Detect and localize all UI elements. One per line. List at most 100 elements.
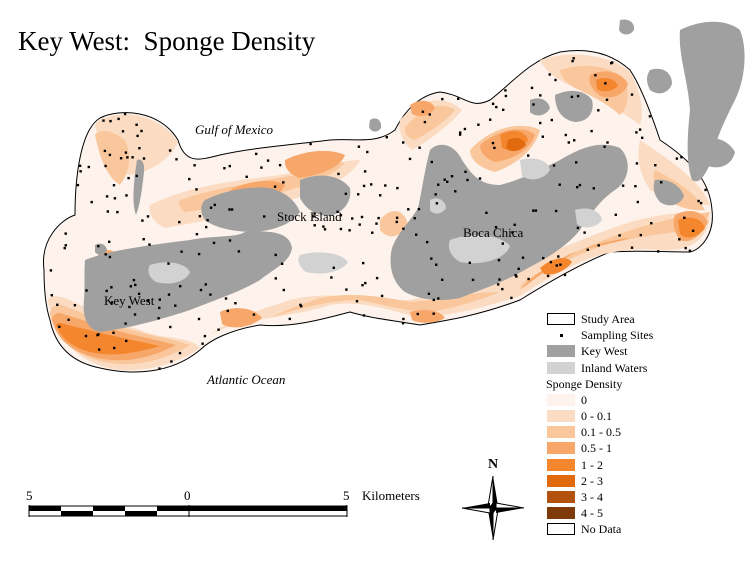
sampling-site xyxy=(142,157,146,160)
sampling-site xyxy=(230,208,234,211)
sampling-site xyxy=(109,119,112,123)
sampling-site xyxy=(174,304,177,307)
density-class-label: 0.5 - 1 xyxy=(581,441,612,456)
sampling-site xyxy=(178,351,182,355)
legend-density-class: 0 - 0.1 xyxy=(547,408,653,424)
sampling-site xyxy=(576,226,580,230)
sampling-site xyxy=(514,273,517,277)
sampling-site xyxy=(521,256,525,259)
sampling-site xyxy=(141,219,144,222)
sampling-site xyxy=(105,289,108,293)
sampling-site xyxy=(98,348,101,351)
sampling-site xyxy=(50,294,53,297)
legend-heading: Sponge Density xyxy=(546,376,623,391)
sampling-site xyxy=(134,283,137,287)
sampling-site xyxy=(64,232,67,235)
density-class-label: 0 xyxy=(581,392,587,407)
sampling-site xyxy=(426,240,429,244)
sampling-site xyxy=(339,214,343,217)
sampling-site xyxy=(330,276,333,279)
sampling-site xyxy=(489,118,492,121)
density-swatch xyxy=(547,442,575,455)
scale-unit-label: Kilometers xyxy=(362,488,420,503)
sampling-site xyxy=(408,157,412,161)
legend-inland-waters: Inland Waters xyxy=(547,360,653,376)
sampling-site xyxy=(395,216,399,219)
sampling-site xyxy=(104,164,107,168)
sampling-site xyxy=(266,159,270,162)
sampling-site xyxy=(576,186,579,189)
sampling-site xyxy=(380,294,384,298)
sampling-site xyxy=(491,141,495,145)
sampling-site xyxy=(675,157,679,160)
sampling-site xyxy=(85,289,88,292)
sampling-site xyxy=(648,115,652,118)
density-band-2-3 xyxy=(506,137,526,152)
density-swatch xyxy=(547,507,575,520)
legend-density-class: 0.1 - 0.5 xyxy=(547,424,653,440)
sampling-site xyxy=(699,201,703,205)
sampling-site xyxy=(131,156,134,159)
sampling-site xyxy=(135,123,138,126)
sampling-site xyxy=(395,220,398,224)
sampling-site xyxy=(106,210,109,213)
sampling-site xyxy=(137,292,141,295)
sampling-site xyxy=(193,164,196,167)
density-swatch xyxy=(547,410,575,423)
sampling-site xyxy=(402,227,405,230)
sampling-site xyxy=(300,305,303,308)
sampling-site xyxy=(614,213,617,216)
sampling-site xyxy=(278,164,282,167)
sampling-site xyxy=(90,200,93,204)
sampling-site xyxy=(468,261,471,264)
sampling-site xyxy=(527,154,530,157)
sampling-site xyxy=(504,94,508,98)
sampling-site xyxy=(260,166,263,169)
sampling-site xyxy=(119,157,123,160)
sampling-site xyxy=(73,304,77,307)
sampling-site xyxy=(542,256,545,260)
sampling-site xyxy=(457,97,460,100)
sampling-site xyxy=(639,233,642,237)
sampling-site xyxy=(205,225,208,229)
sampling-site xyxy=(379,194,382,197)
sampling-site xyxy=(58,325,61,328)
sampling-site xyxy=(344,192,348,195)
sampling-site xyxy=(282,288,285,292)
sampling-site xyxy=(322,225,325,228)
sampling-site xyxy=(654,164,657,167)
sampling-site xyxy=(112,331,115,334)
sampling-site xyxy=(223,167,226,170)
sampling-site xyxy=(146,215,150,218)
sampling-site xyxy=(402,317,405,321)
sampling-site xyxy=(478,177,482,180)
sampling-site xyxy=(332,266,335,269)
sampling-site xyxy=(590,129,593,133)
sampling-site xyxy=(358,223,361,226)
legend-label: No Data xyxy=(581,522,622,537)
sampling-site xyxy=(63,246,66,250)
sampling-site xyxy=(363,170,367,173)
sampling-site xyxy=(548,73,551,76)
sampling-site xyxy=(78,164,82,167)
sampling-site xyxy=(126,156,129,159)
sampling-site xyxy=(660,181,663,184)
sampling-site xyxy=(108,240,111,243)
sampling-site xyxy=(446,180,449,183)
sampling-site xyxy=(148,243,151,246)
sampling-site xyxy=(209,293,212,296)
sampling-site xyxy=(204,283,207,286)
sampling-site xyxy=(495,105,498,109)
sampling-site xyxy=(175,158,178,161)
legend-sampling-sites: Sampling Sites xyxy=(547,327,653,343)
sampling-site xyxy=(64,244,67,247)
sampling-site xyxy=(418,146,421,149)
sampling-site xyxy=(138,147,141,150)
sampling-site xyxy=(401,322,405,325)
sampling-site xyxy=(515,275,518,278)
sampling-site xyxy=(417,207,421,211)
sampling-site xyxy=(471,278,475,282)
sampling-site xyxy=(288,317,291,321)
sampling-site xyxy=(454,190,457,193)
